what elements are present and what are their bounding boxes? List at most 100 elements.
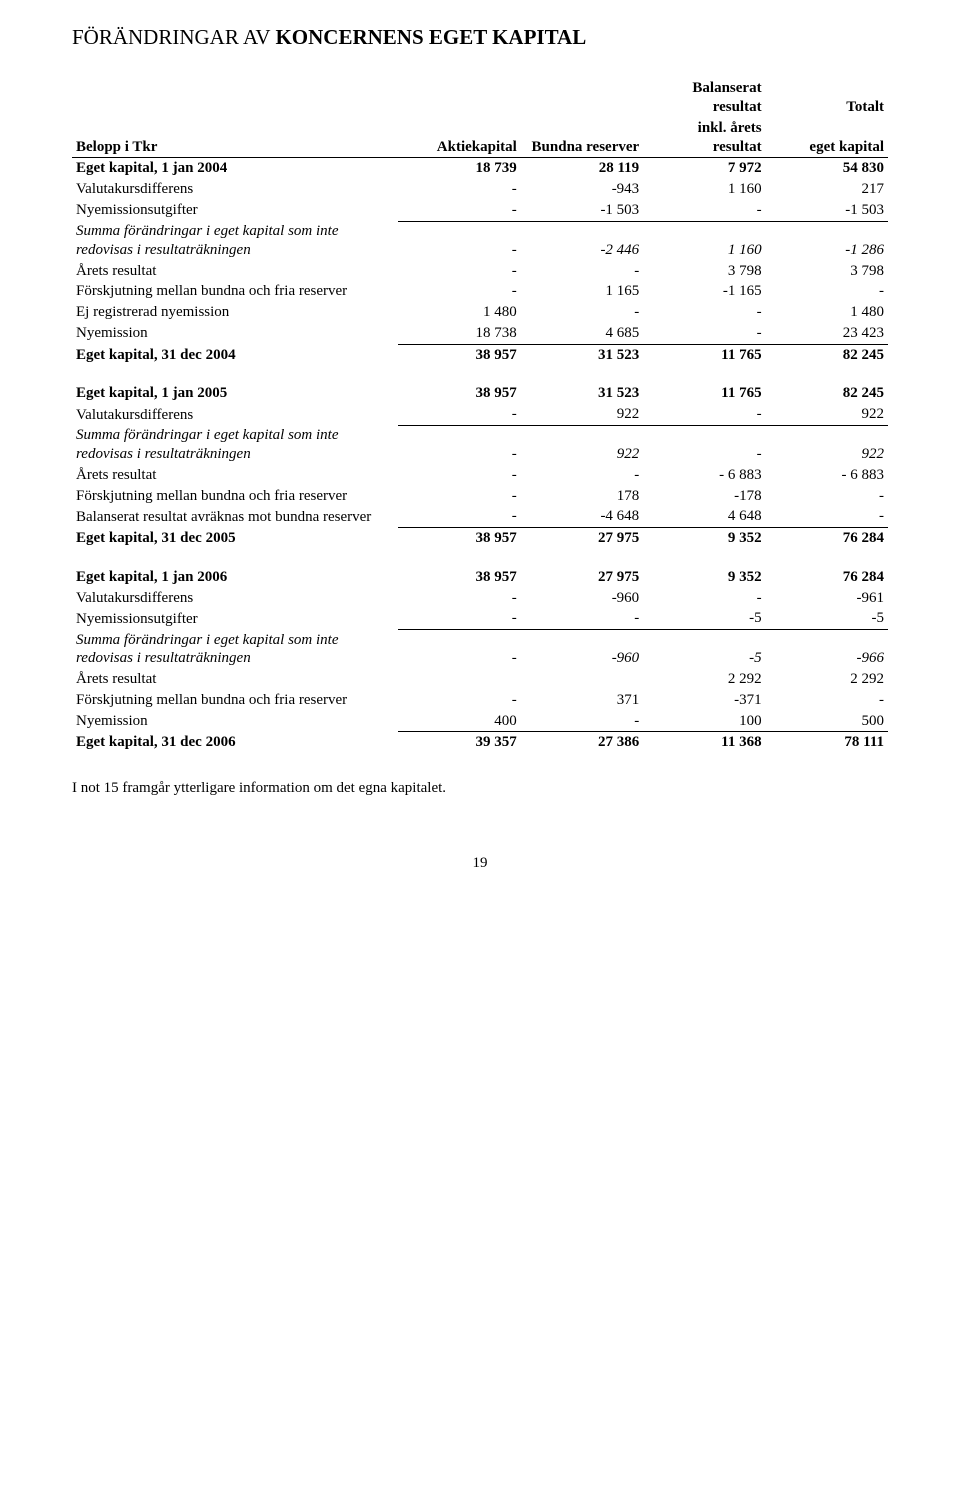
- row-value: -5: [643, 630, 765, 670]
- row-label: Nyemissionsutgifter: [72, 200, 398, 221]
- row-value: -: [521, 261, 643, 282]
- row-value: 1 480: [398, 302, 520, 323]
- row-label: Förskjutning mellan bundna och fria rese…: [72, 281, 398, 302]
- row-value: 217: [766, 179, 888, 200]
- row-value: -1 165: [643, 281, 765, 302]
- row-value: -371: [643, 690, 765, 711]
- row-value: 3 798: [643, 261, 765, 282]
- row-value: 4 685: [521, 323, 643, 344]
- row-value: -: [766, 486, 888, 507]
- row-value: -: [398, 200, 520, 221]
- row-value: -: [398, 425, 520, 465]
- row-value: -: [398, 690, 520, 711]
- title-bold: KONCERNENS EGET KAPITAL: [275, 25, 586, 49]
- table-row: Eget kapital, 31 dec 200538 95727 9759 3…: [72, 528, 888, 549]
- row-label: Årets resultat: [72, 261, 398, 282]
- row-label: Eget kapital, 1 jan 2006: [72, 567, 398, 588]
- row-value: -: [398, 261, 520, 282]
- row-value: 76 284: [766, 567, 888, 588]
- row-value: -: [398, 465, 520, 486]
- row-value: 11 765: [643, 383, 765, 404]
- title-plain: FÖRÄNDRINGAR AV: [72, 25, 275, 49]
- page-number: 19: [72, 854, 888, 873]
- table-row: Nyemissionsutgifter---5-5: [72, 608, 888, 629]
- row-value: -: [643, 200, 765, 221]
- row-value: 54 830: [766, 158, 888, 179]
- equity-changes-table: Balanserat resultat Totalt Belopp i Tkr …: [72, 78, 888, 753]
- row-value: -: [643, 404, 765, 425]
- row-label: Ej registrerad nyemission: [72, 302, 398, 323]
- row-value: -4 648: [521, 506, 643, 527]
- table-row: Balanserat resultat avräknas mot bundna …: [72, 506, 888, 527]
- row-value: 11 368: [643, 732, 765, 753]
- row-value: 27 386: [521, 732, 643, 753]
- row-value: 400: [398, 711, 520, 732]
- row-value: 7 972: [643, 158, 765, 179]
- row-value: -: [521, 465, 643, 486]
- row-value: -: [766, 690, 888, 711]
- row-value: 82 245: [766, 383, 888, 404]
- table-row: Eget kapital, 1 jan 200418 73928 1197 97…: [72, 158, 888, 179]
- row-label: Nyemission: [72, 711, 398, 732]
- row-label: Valutakursdifferens: [72, 404, 398, 425]
- col4-header-b: eget kapital: [766, 118, 888, 158]
- row-value: 3 798: [766, 261, 888, 282]
- col2-header: Bundna reserver: [521, 118, 643, 158]
- row-value: 76 284: [766, 528, 888, 549]
- row-value: -5: [643, 608, 765, 629]
- row-value: -961: [766, 588, 888, 609]
- table-row: Eget kapital, 1 jan 200638 95727 9759 35…: [72, 567, 888, 588]
- row-value: 1 165: [521, 281, 643, 302]
- row-value: 27 975: [521, 567, 643, 588]
- row-value: 1 160: [643, 221, 765, 261]
- row-label: Nyemission: [72, 323, 398, 344]
- row-label: Eget kapital, 31 dec 2004: [72, 344, 398, 365]
- table-row: Nyemission18 7384 685-23 423: [72, 323, 888, 344]
- table-row: Summa förändringar i eget kapital som in…: [72, 221, 888, 261]
- table-row: Årets resultat2 2922 292: [72, 669, 888, 690]
- row-value: -: [398, 630, 520, 670]
- table-row: Förskjutning mellan bundna och fria rese…: [72, 486, 888, 507]
- row-value: 1 160: [643, 179, 765, 200]
- col4-header-a: Totalt: [766, 78, 888, 118]
- row-value: -: [766, 281, 888, 302]
- row-value: 23 423: [766, 323, 888, 344]
- table-row: Valutakursdifferens--960--961: [72, 588, 888, 609]
- row-value: 38 957: [398, 383, 520, 404]
- row-label: Summa förändringar i eget kapital som in…: [72, 221, 398, 261]
- row-label: Eget kapital, 31 dec 2005: [72, 528, 398, 549]
- row-label: Eget kapital, 31 dec 2006: [72, 732, 398, 753]
- row-value: 922: [521, 425, 643, 465]
- table-row: Eget kapital, 31 dec 200438 95731 52311 …: [72, 344, 888, 365]
- table-row: Nyemissionsutgifter--1 503--1 503: [72, 200, 888, 221]
- row-value: 38 957: [398, 567, 520, 588]
- row-value: -: [398, 179, 520, 200]
- row-value: 38 957: [398, 528, 520, 549]
- table-row: [72, 549, 888, 567]
- row-label: Eget kapital, 1 jan 2005: [72, 383, 398, 404]
- row-value: -: [766, 506, 888, 527]
- table-row: Summa förändringar i eget kapital som in…: [72, 630, 888, 670]
- footnote: I not 15 framgår ytterligare information…: [72, 779, 888, 798]
- row-value: -: [398, 281, 520, 302]
- row-value: 27 975: [521, 528, 643, 549]
- table-row: [72, 365, 888, 383]
- col3-header-b: inkl. årets resultat: [643, 118, 765, 158]
- col3-header-a: Balanserat resultat: [643, 78, 765, 118]
- row-value: 371: [521, 690, 643, 711]
- row-value: -: [398, 404, 520, 425]
- row-value: -: [643, 302, 765, 323]
- row-value: 178: [521, 486, 643, 507]
- row-value: - 6 883: [643, 465, 765, 486]
- row-value: -: [521, 302, 643, 323]
- row-value: -2 446: [521, 221, 643, 261]
- row-value: [398, 669, 520, 690]
- row-value: 922: [521, 404, 643, 425]
- table-header-row-2: Belopp i Tkr Aktiekapital Bundna reserve…: [72, 118, 888, 158]
- table-header-row-1: Balanserat resultat Totalt: [72, 78, 888, 118]
- row-value: -: [643, 588, 765, 609]
- row-value: 78 111: [766, 732, 888, 753]
- row-value: 39 357: [398, 732, 520, 753]
- row-value: -178: [643, 486, 765, 507]
- table-row: Eget kapital, 31 dec 200639 35727 38611 …: [72, 732, 888, 753]
